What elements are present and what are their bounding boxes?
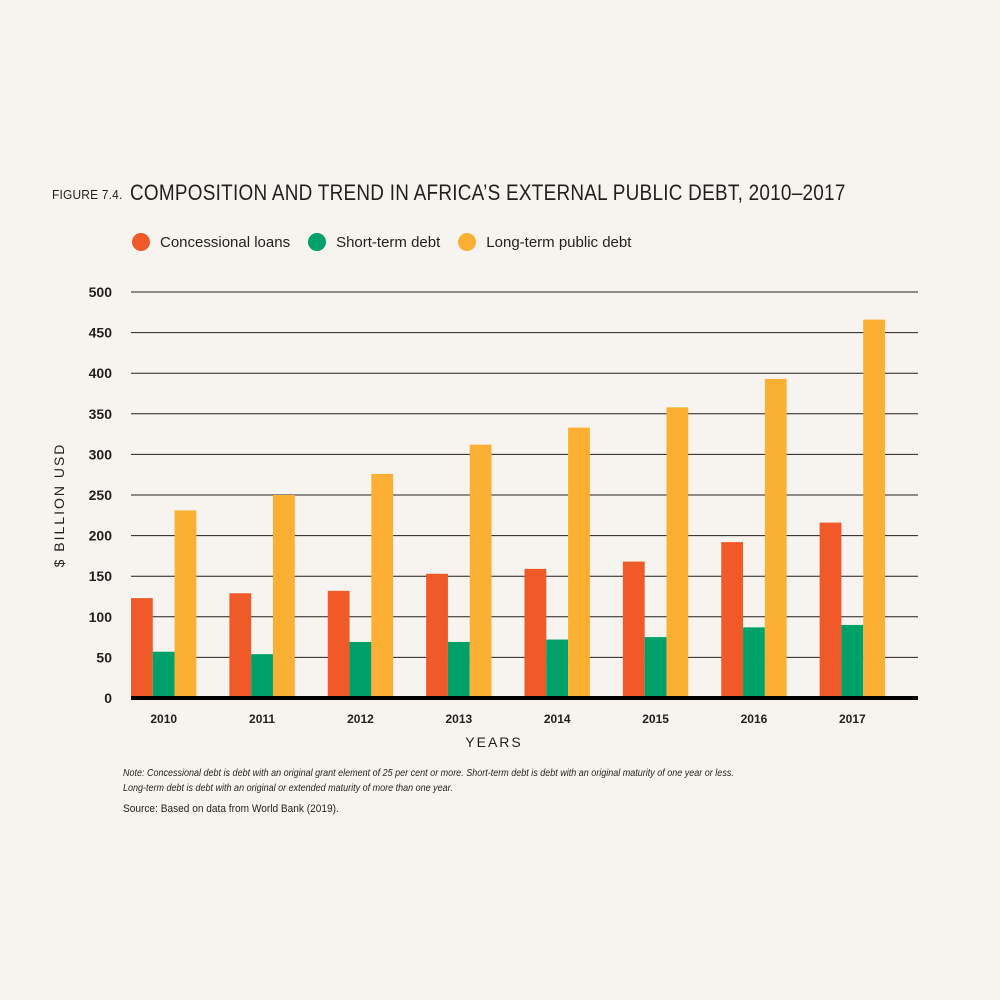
chart-title: COMPOSITION AND TREND IN AFRICA’S EXTERN…: [130, 180, 846, 205]
x-axis-title: YEARS: [465, 734, 522, 750]
bar-long-term: [272, 495, 295, 698]
bar-short-term: [546, 639, 569, 698]
bar-concessional: [229, 593, 252, 698]
bar-long-term: [469, 444, 492, 698]
y-tick-label: 500: [89, 284, 113, 300]
note-line-1: Note: Concessional debt is debt with an …: [123, 768, 734, 779]
bar-concessional: [426, 573, 448, 698]
x-tick-label: 2011: [249, 712, 275, 726]
bar-short-term: [841, 624, 864, 698]
bar-concessional: [819, 522, 842, 698]
bar-short-term: [152, 651, 175, 698]
x-tick-label: 2017: [839, 712, 866, 726]
bar-chart: 0 50 100 150 200 250 300 350 400 450 500 2010 2011 20…: [51, 284, 918, 750]
legend-item-long-term: Long-term public debt: [458, 233, 631, 251]
legend-label-short-term: Short-term debt: [336, 233, 441, 251]
bar-long-term: [764, 378, 787, 698]
y-tick-label: 350: [89, 406, 113, 422]
bar-concessional: [721, 542, 744, 698]
bar-short-term: [447, 641, 470, 698]
y-tick-label: 300: [89, 446, 113, 462]
y-tick-label: 50: [96, 649, 112, 665]
bar-long-term: [568, 427, 590, 698]
x-tick-label: 2013: [445, 712, 472, 726]
y-tick-label: 0: [104, 690, 112, 706]
bar-long-term: [174, 510, 197, 698]
y-tick-label: 150: [89, 568, 113, 584]
y-tick-label: 250: [89, 487, 113, 503]
legend-item-concessional: Concessional loans: [132, 233, 290, 251]
bar-concessional: [622, 561, 645, 698]
y-tick-label: 100: [89, 609, 113, 625]
y-tick-label: 200: [89, 528, 113, 544]
chart-legend: Concessional loans Short-term debt Long-…: [132, 233, 649, 251]
x-tick-label: 2016: [741, 712, 768, 726]
y-tick-label: 450: [89, 325, 113, 341]
legend-label-long-term: Long-term public debt: [486, 233, 632, 251]
bar-short-term: [644, 637, 667, 698]
legend-item-short-term: Short-term debt: [308, 233, 440, 251]
x-tick-label: 2012: [347, 712, 374, 726]
bar-long-term: [863, 319, 886, 698]
chart-source: Source: Based on data from World Bank (2…: [123, 803, 339, 815]
bar-long-term: [666, 407, 689, 698]
chart-note: Note: Concessional debt is debt with an …: [123, 766, 734, 796]
bar-concessional: [327, 590, 350, 698]
x-tick-label: 2014: [544, 712, 571, 726]
legend-swatch-long-term: [458, 233, 477, 251]
bar-short-term: [251, 654, 273, 698]
figure-label: FIGURE 7.4.: [52, 187, 123, 202]
bar-long-term: [371, 473, 394, 698]
bar-short-term: [349, 641, 372, 698]
bar-concessional: [131, 598, 153, 698]
x-tick-label: 2015: [642, 712, 669, 726]
bar-concessional: [524, 568, 547, 698]
y-axis-title: $ BILLION USD: [51, 443, 67, 568]
bar-short-term: [743, 627, 765, 698]
legend-label-concessional: Concessional loans: [160, 233, 291, 251]
figure-header: FIGURE 7.4. COMPOSITION AND TREND IN AFR…: [52, 180, 845, 205]
note-line-2: Long-term debt is debt with an original …: [123, 783, 453, 794]
legend-swatch-short-term: [308, 233, 327, 251]
y-tick-label: 400: [89, 365, 113, 381]
legend-swatch-concessional: [132, 233, 150, 251]
x-tick-label: 2010: [150, 712, 177, 726]
